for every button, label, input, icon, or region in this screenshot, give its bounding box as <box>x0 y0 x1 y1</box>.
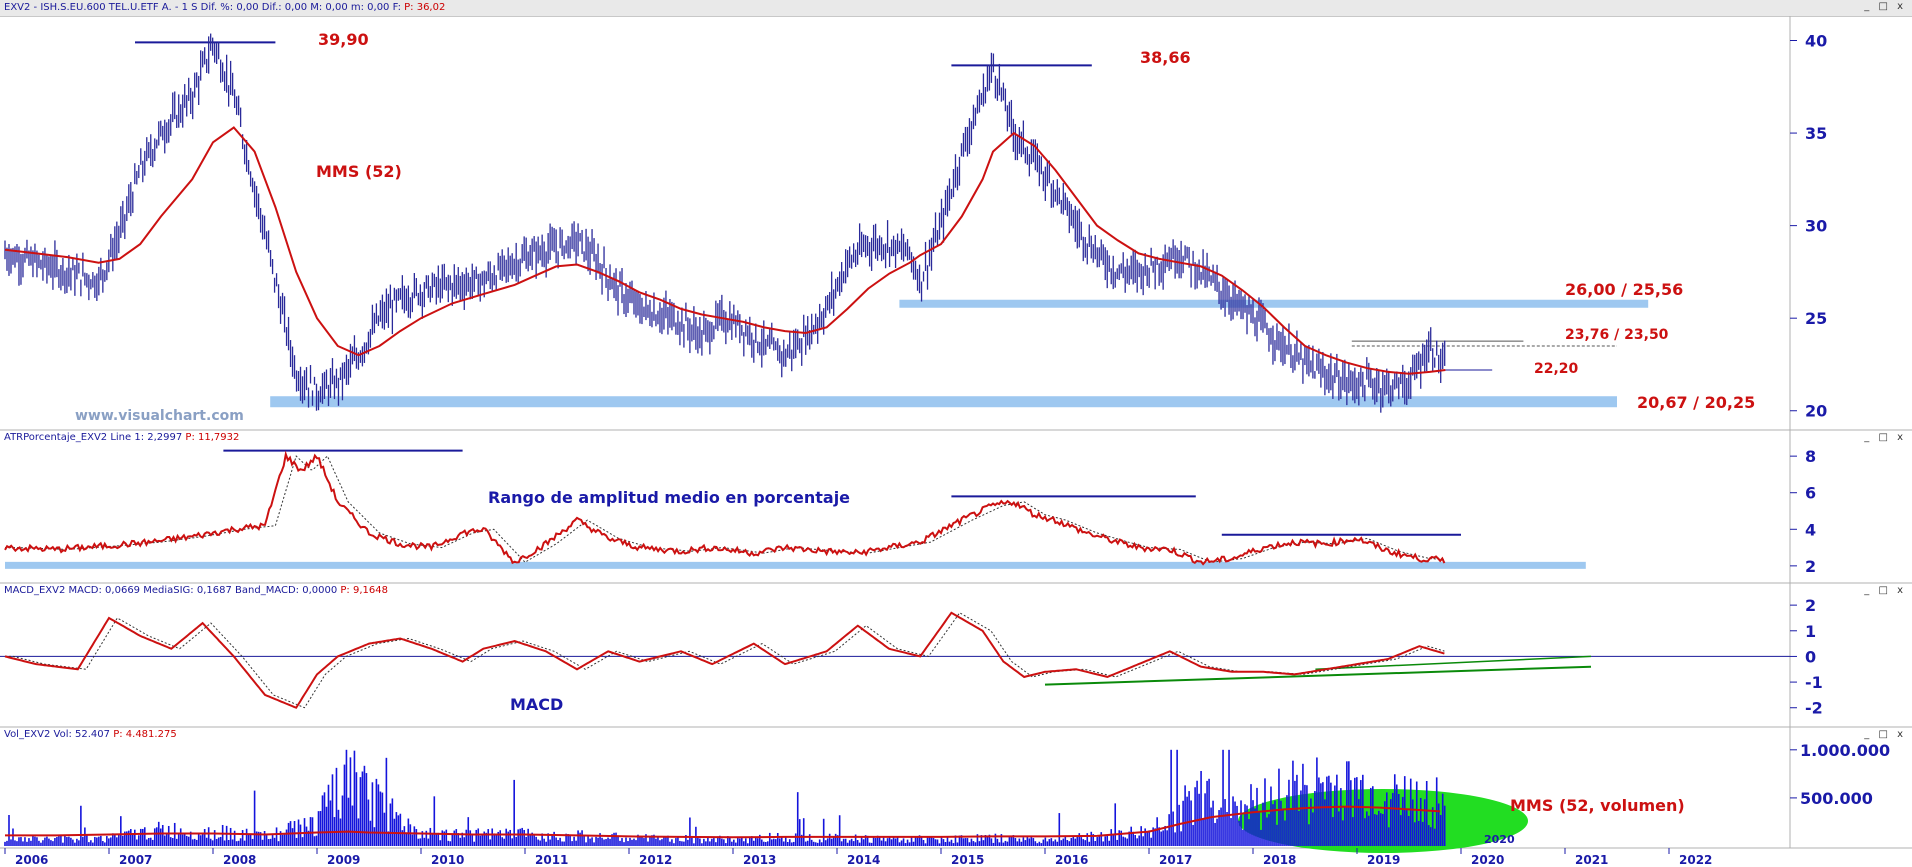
macd-trendline-upper <box>1315 655 1592 671</box>
price-axis-label: 35 <box>1805 124 1827 143</box>
price-axis-label: 30 <box>1805 217 1827 236</box>
atr-window-controls[interactable]: _ □ x <box>1864 432 1906 443</box>
mms-label: MMS (52) <box>316 162 402 181</box>
resistance-label-2: 23,76 / 23,50 <box>1565 327 1669 343</box>
volume-mms-label: MMS (52, volumen) <box>1510 796 1685 815</box>
atr-support-band <box>5 561 1586 569</box>
year-label: 2007 <box>119 853 152 867</box>
support-band <box>270 396 1618 408</box>
atr-title: Rango de amplitud medio en porcentaje <box>488 488 850 507</box>
price-axis-label: 40 <box>1805 32 1827 51</box>
year-label: 2021 <box>1575 853 1608 867</box>
last-price-label: 22,20 <box>1534 361 1579 377</box>
atr-line <box>4 450 1446 566</box>
atr-axis-label: 6 <box>1805 484 1816 503</box>
macd-axis-label: 2 <box>1805 596 1816 615</box>
title-bar: EXV2 - ISH.S.EU.600 TEL.U.ETF A. - 1 S D… <box>0 0 1912 17</box>
macd-axis-label: 1 <box>1805 622 1816 641</box>
year-label: 2011 <box>535 853 568 867</box>
year-label: 2018 <box>1263 853 1296 867</box>
macd-axis-label: 0 <box>1805 647 1816 666</box>
atr-axis-label: 4 <box>1805 520 1816 539</box>
volume-window-controls[interactable]: _ □ x <box>1864 729 1906 740</box>
volume-mms-line <box>5 805 1441 839</box>
price-axis-label: 20 <box>1805 402 1827 421</box>
year-label: 2008 <box>223 853 256 867</box>
resistance-band <box>899 299 1649 308</box>
year-label: 2013 <box>743 853 776 867</box>
year-label: 2006 <box>15 853 48 867</box>
watermark: www.visualchart.com <box>75 408 244 424</box>
window-controls[interactable]: _ □ x <box>1864 1 1906 12</box>
high-label-2: 38,66 <box>1140 48 1191 67</box>
year-label: 2020 <box>1471 853 1504 867</box>
year-label: 2019 <box>1367 853 1400 867</box>
mms-line <box>4 126 1446 375</box>
year-label: 2010 <box>431 853 464 867</box>
volume-year-label: 2020 <box>1484 833 1515 846</box>
year-label: 2016 <box>1055 853 1088 867</box>
volume-axis-label: 500.000 <box>1800 789 1873 808</box>
macd-window-controls[interactable]: _ □ x <box>1864 585 1906 596</box>
support-label: 20,67 / 20,25 <box>1637 393 1755 412</box>
year-label: 2022 <box>1679 853 1712 867</box>
high-label-1: 39,90 <box>318 30 369 49</box>
atr-axis-label: 8 <box>1805 447 1816 466</box>
volume-panel-label: Vol_EXV2 Vol: 52.407 P: 4.481.275 <box>4 729 177 740</box>
macd-panel-label: MACD_EXV2 MACD: 0,0669 MediaSIG: 0,1687 … <box>4 585 388 596</box>
year-label: 2014 <box>847 853 880 867</box>
macd-axis-label: -2 <box>1805 699 1823 718</box>
macd-line <box>4 611 1445 709</box>
macd-axis-label: -1 <box>1805 673 1823 692</box>
resistance-label: 26,00 / 25,56 <box>1565 280 1683 299</box>
year-label: 2015 <box>951 853 984 867</box>
macd-signal-line <box>5 612 1445 709</box>
chart-title: EXV2 - ISH.S.EU.600 TEL.U.ETF A. - 1 S D… <box>4 2 446 13</box>
atr-axis-label: 2 <box>1805 557 1816 576</box>
year-label: 2012 <box>639 853 672 867</box>
year-label: 2017 <box>1159 853 1192 867</box>
macd-title: MACD <box>510 695 563 714</box>
year-label: 2009 <box>327 853 360 867</box>
macd-trendline-lower <box>1044 665 1592 686</box>
atr-panel-label: ATRPorcentaje_EXV2 Line 1: 2,2997 P: 11,… <box>4 432 240 443</box>
price-axis-label: 25 <box>1805 309 1827 328</box>
volume-axis-label: 1.000.000 <box>1800 741 1890 760</box>
